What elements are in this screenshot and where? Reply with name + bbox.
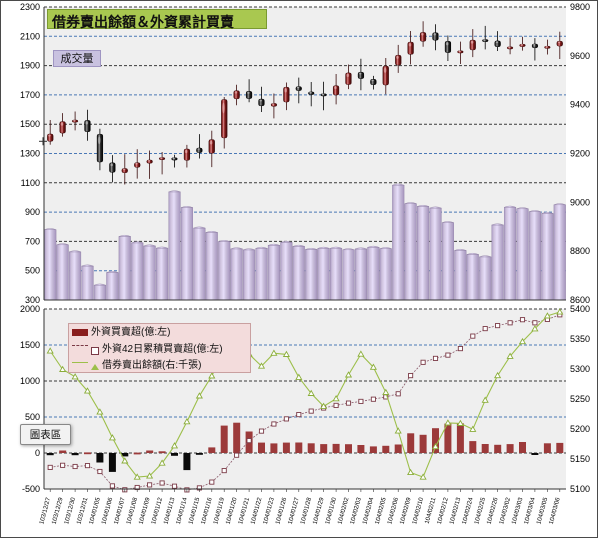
svg-text:9000: 9000: [570, 197, 590, 207]
svg-text:9400: 9400: [570, 100, 590, 110]
svg-text:1300: 1300: [20, 149, 40, 159]
svg-text:1500: 1500: [20, 340, 40, 350]
svg-text:700: 700: [25, 236, 40, 246]
svg-text:1000: 1000: [20, 376, 40, 386]
svg-text:5200: 5200: [570, 424, 590, 434]
svg-text:500: 500: [25, 412, 40, 422]
svg-text:1900: 1900: [20, 61, 40, 71]
svg-text:900: 900: [25, 207, 40, 217]
svg-text:2100: 2100: [20, 31, 40, 41]
svg-text:1700: 1700: [20, 90, 40, 100]
svg-text:500: 500: [25, 266, 40, 276]
svg-text:1500: 1500: [20, 119, 40, 129]
svg-text:5100: 5100: [570, 484, 590, 494]
svg-text:9600: 9600: [570, 51, 590, 61]
svg-text:9800: 9800: [570, 2, 590, 12]
svg-text:5400: 5400: [570, 304, 590, 314]
svg-text:5150: 5150: [570, 454, 590, 464]
svg-text:-500: -500: [22, 484, 40, 494]
svg-text:5350: 5350: [570, 334, 590, 344]
svg-text:5250: 5250: [570, 394, 590, 404]
svg-text:2300: 2300: [20, 2, 40, 12]
svg-text:2000: 2000: [20, 304, 40, 314]
svg-text:9200: 9200: [570, 149, 590, 159]
svg-text:0: 0: [35, 448, 40, 458]
svg-text:1100: 1100: [21, 178, 40, 188]
svg-text:5300: 5300: [570, 364, 590, 374]
svg-text:8800: 8800: [570, 246, 590, 256]
